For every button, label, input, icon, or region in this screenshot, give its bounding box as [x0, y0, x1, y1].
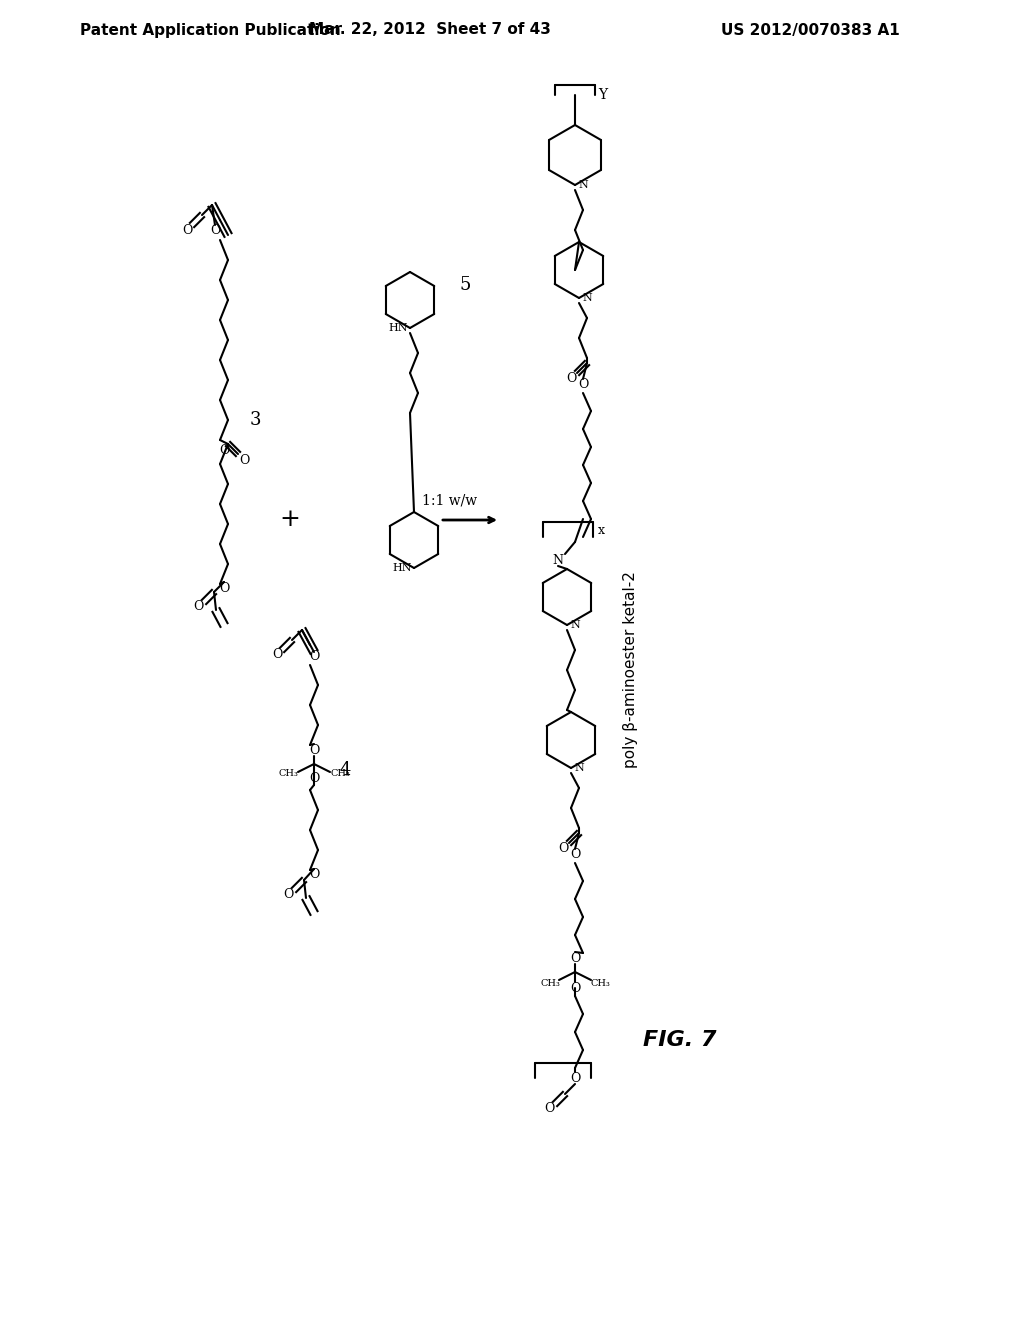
Text: CH₃: CH₃: [590, 979, 610, 989]
Text: O: O: [578, 379, 588, 392]
Text: 5: 5: [460, 276, 471, 294]
Text: 4: 4: [339, 762, 350, 779]
Text: O: O: [569, 982, 581, 994]
Text: x: x: [597, 524, 604, 536]
Text: O: O: [271, 648, 283, 661]
Text: O: O: [210, 223, 220, 236]
Text: O: O: [239, 454, 249, 466]
Text: N: N: [579, 180, 588, 190]
Text: poly β-aminoester ketal-2: poly β-aminoester ketal-2: [623, 572, 638, 768]
Text: O: O: [219, 582, 229, 594]
Text: O: O: [569, 1072, 581, 1085]
Text: O: O: [569, 849, 581, 862]
Text: N: N: [574, 763, 584, 774]
Text: Y: Y: [598, 88, 607, 102]
Text: CH₃: CH₃: [540, 979, 560, 989]
Text: O: O: [309, 869, 319, 882]
Text: US 2012/0070383 A1: US 2012/0070383 A1: [721, 22, 900, 37]
Text: Patent Application Publication: Patent Application Publication: [80, 22, 341, 37]
Text: O: O: [283, 888, 293, 902]
Text: HN: HN: [392, 564, 412, 573]
Text: HN: HN: [388, 323, 408, 333]
Text: O: O: [566, 371, 577, 384]
Text: O: O: [219, 444, 229, 457]
Text: 1:1 w/w: 1:1 w/w: [423, 492, 477, 507]
Text: +: +: [280, 508, 300, 532]
Text: O: O: [309, 743, 319, 756]
Text: O: O: [309, 772, 319, 785]
Text: CH₃: CH₃: [279, 770, 298, 779]
Text: O: O: [182, 223, 193, 236]
Text: O: O: [558, 842, 568, 854]
Text: CH₃: CH₃: [330, 770, 350, 779]
Text: O: O: [193, 601, 203, 614]
Text: O: O: [569, 952, 581, 965]
Text: N: N: [582, 293, 592, 304]
Text: O: O: [309, 651, 319, 664]
Text: Mar. 22, 2012  Sheet 7 of 43: Mar. 22, 2012 Sheet 7 of 43: [309, 22, 551, 37]
Text: O: O: [544, 1101, 554, 1114]
Text: N: N: [553, 553, 563, 566]
Text: 3: 3: [249, 411, 261, 429]
Text: N: N: [570, 620, 580, 630]
Text: FIG. 7: FIG. 7: [643, 1030, 717, 1049]
